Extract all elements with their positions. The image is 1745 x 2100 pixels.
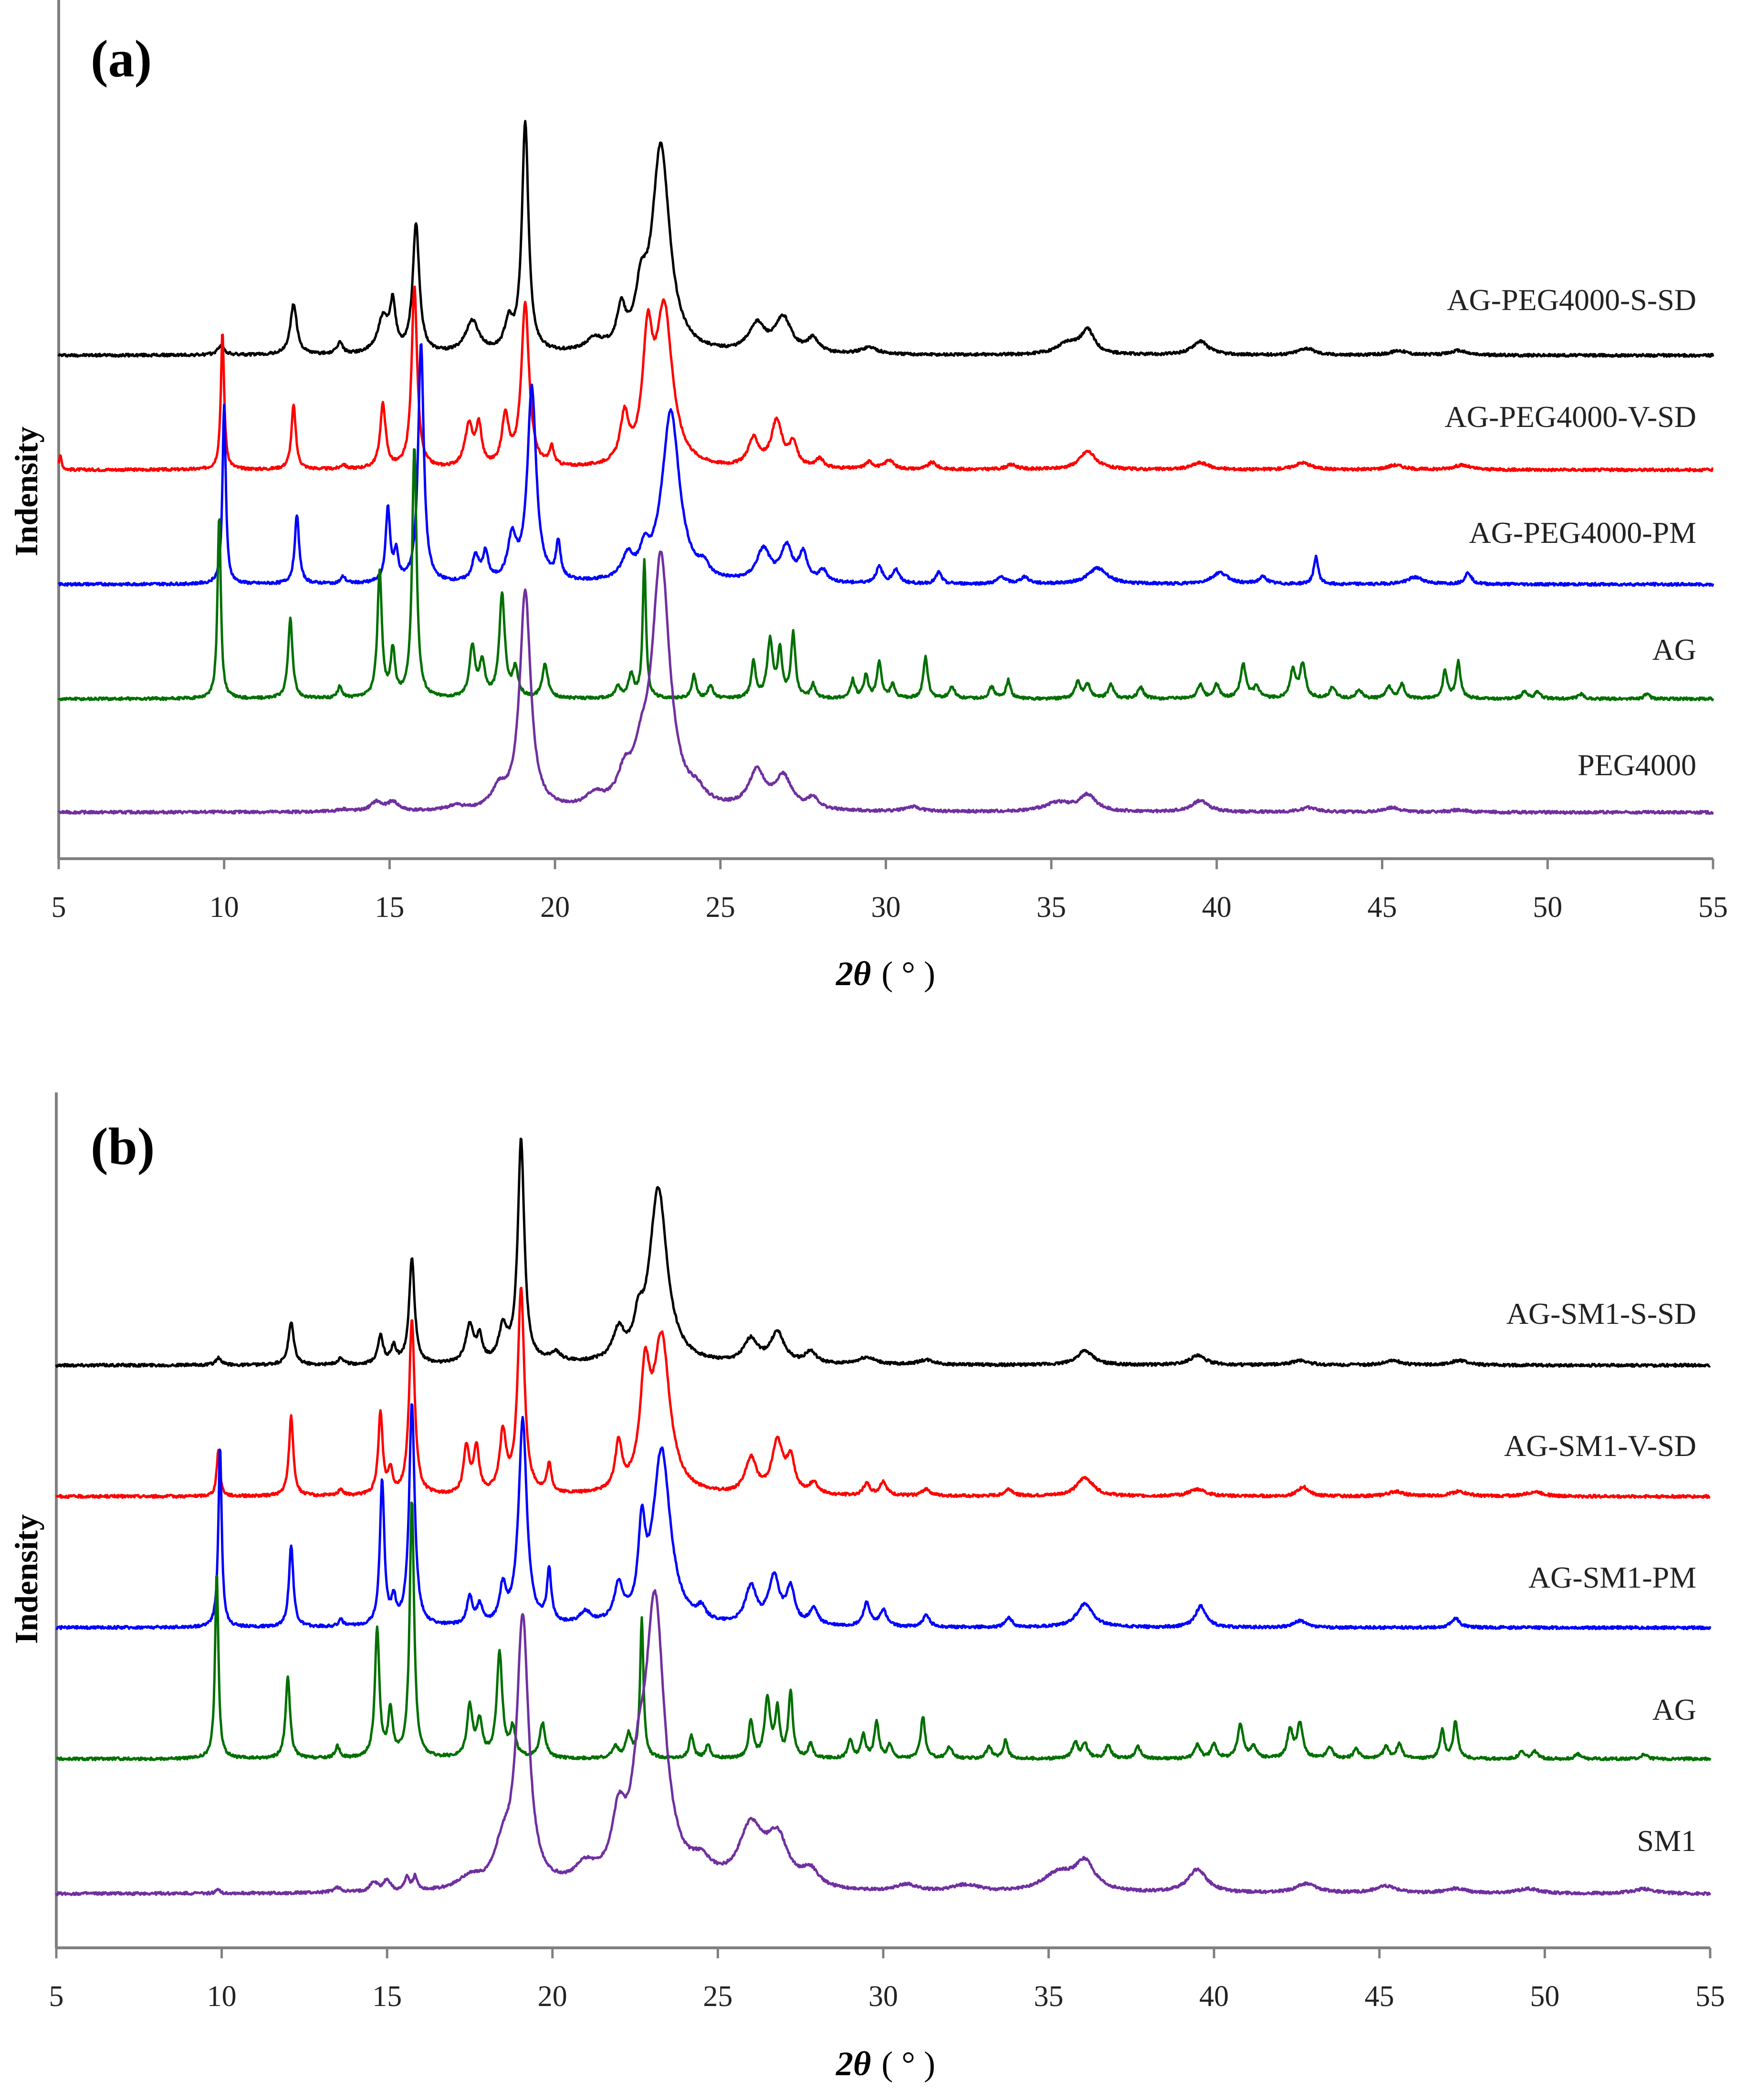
panel-a-series <box>57 120 1714 815</box>
series-label-ag-peg4000-v-sd: AG-PEG4000-V-SD <box>1445 400 1696 434</box>
panel-b-x-axis-unit: ( ° ) <box>881 2045 935 2083</box>
series-line-ag <box>55 1501 1712 1762</box>
series-line-ag-sm1-pm <box>55 1403 1712 1631</box>
panel-a-x-tick-label: 35 <box>1036 891 1066 924</box>
panel-b-x-tick-label: 30 <box>868 1980 898 2013</box>
panel-b-x-tick-label: 50 <box>1530 1980 1559 2013</box>
panel-b-x-tick-label: 40 <box>1199 1980 1229 2013</box>
panel-b-series-labels: AG-SM1-S-SD AG-SM1-V-SD AG-SM1-PM AG SM1 <box>1504 1297 1696 1858</box>
panel-a-label: (a) <box>91 30 152 88</box>
panel-a-x-tick-label: 10 <box>209 891 239 924</box>
series-label-peg4000: PEG4000 <box>1578 748 1696 782</box>
series-label-ag: AG <box>1652 1693 1696 1726</box>
panel-a-x-tick-label: 30 <box>871 891 901 924</box>
series-label-ag-sm1-s-sd: AG-SM1-S-SD <box>1506 1297 1696 1331</box>
panel-a-x-tick-label: 15 <box>375 891 404 924</box>
series-label-ag: AG <box>1652 633 1696 666</box>
panel-b-x-tick-label: 15 <box>372 1980 402 2013</box>
panel-a-x-tick-label: 40 <box>1202 891 1232 924</box>
series-line-ag-sm1-s-sd <box>55 1137 1711 1368</box>
panel-b-x-axis-symbol: 2θ <box>836 2045 871 2083</box>
panel-b-series <box>55 1137 1712 1896</box>
series-line-ag-peg4000-s-sd <box>57 120 1714 358</box>
panel-a-series-labels: AG-PEG4000-S-SD AG-PEG4000-V-SD AG-PEG4000… <box>1445 283 1696 782</box>
series-label-ag-peg4000-s-sd: AG-PEG4000-S-SD <box>1447 283 1696 317</box>
panel-b-x-tick-label: 25 <box>703 1980 732 2013</box>
panel-b-y-axis-label: Indensity <box>8 1514 44 1644</box>
panel-b-chart: 5 10 15 20 25 30 35 40 45 50 55 AG-SM1-S-SDAG-SM1-… <box>8 1092 1725 2083</box>
series-label-ag-sm1-pm: AG-SM1-PM <box>1528 1560 1696 1594</box>
panel-a-chart: 5 10 15 20 25 30 35 40 45 50 55 AG-PEG4000-S-SDAG-… <box>8 0 1728 993</box>
series-line-peg4000 <box>58 550 1714 815</box>
panel-a-tick-marks <box>57 859 1714 869</box>
series-line-ag-sm1-v-sd <box>55 1287 1711 1499</box>
panel-b-x-tick-label: 45 <box>1365 1980 1394 2013</box>
panel-a-x-tick-label: 50 <box>1533 891 1562 924</box>
panel-a-x-tick-label: 25 <box>706 891 735 924</box>
series-line-ag <box>57 448 1714 702</box>
series-label-ag-sm1-v-sd: AG-SM1-V-SD <box>1504 1429 1696 1463</box>
panel-a-x-tick-label: 45 <box>1368 891 1397 924</box>
panel-a-tick-labels: 5 10 15 20 25 30 35 40 45 50 55 <box>52 891 1728 924</box>
series-line-sm1 <box>55 1589 1712 1896</box>
panel-b-x-tick-label: 35 <box>1034 1980 1064 2013</box>
panel-b-tick-labels: 5 10 15 20 25 30 35 40 45 50 55 <box>49 1980 1725 2013</box>
panel-b-tick-marks <box>55 1948 1712 1958</box>
panel-a-x-axis-unit: ( ° ) <box>881 955 935 993</box>
series-line-ag-peg4000-v-sd <box>57 285 1714 473</box>
series-line-ag-peg4000-pm <box>58 343 1714 587</box>
panel-b-x-tick-label: 55 <box>1695 1980 1725 2013</box>
panel-a-x-tick-label: 55 <box>1698 891 1728 924</box>
panel-a-x-axis-label: 2θ ( ° ) <box>836 955 935 993</box>
panel-a-x-tick-label: 5 <box>52 891 66 924</box>
panel-a-x-tick-label: 20 <box>540 891 570 924</box>
panel-b-label: (b) <box>91 1117 155 1175</box>
series-label-ag-peg4000-pm: AG-PEG4000-PM <box>1469 516 1696 550</box>
panel-b-x-axis-label: 2θ ( ° ) <box>836 2045 935 2083</box>
series-label-sm1: SM1 <box>1637 1824 1697 1858</box>
panel-b-x-tick-label: 10 <box>207 1980 237 2013</box>
panel-a-y-axis-label: Indensity <box>8 426 44 556</box>
panel-a-x-axis-symbol: 2θ <box>836 955 871 993</box>
panel-b-x-tick-label: 5 <box>49 1980 64 2013</box>
panel-b-x-tick-label: 20 <box>538 1980 567 2013</box>
